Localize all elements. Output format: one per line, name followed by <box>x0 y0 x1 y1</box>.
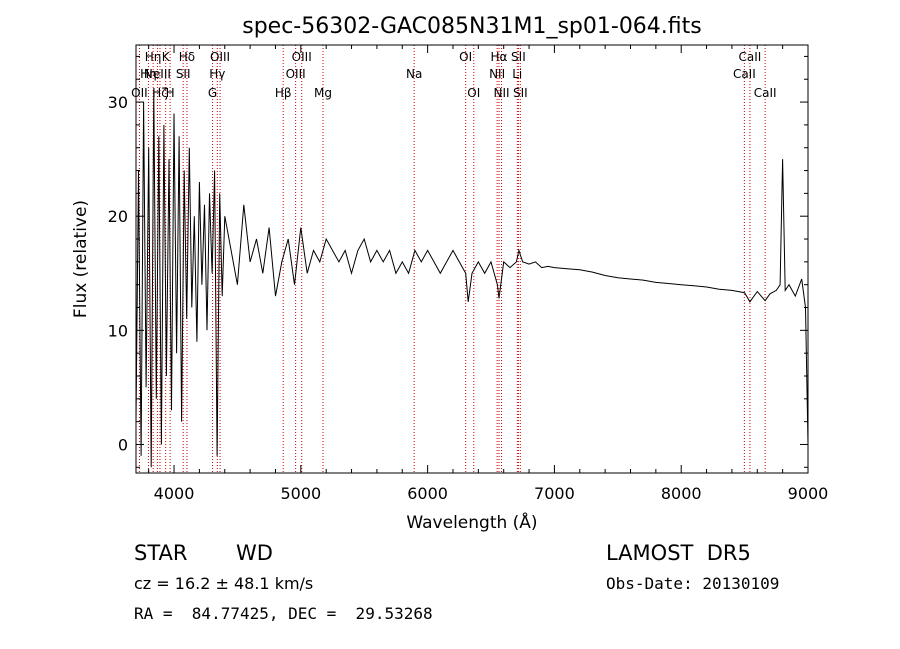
object-subclass: WD <box>236 541 273 565</box>
obs-date-text: Obs-Date: 20130109 <box>606 574 780 593</box>
line-marker-label: OIII <box>286 67 306 81</box>
plot-frame <box>135 44 809 474</box>
y-tick-label: 20 <box>108 207 128 226</box>
x-tick-label: 4000 <box>154 484 195 503</box>
line-marker-label: G <box>208 86 217 100</box>
x-axis-label: Wavelength (Å) <box>406 511 537 533</box>
y-tick-label: 30 <box>108 93 128 112</box>
redshift-text: cz = 16.2 ± 48.1 km/s <box>134 574 314 593</box>
line-marker-label: CaII <box>739 50 762 64</box>
line-marker-label: Hδ <box>179 50 195 64</box>
line-marker-label: Na <box>406 67 422 81</box>
line-marker-label: Hζ <box>152 86 168 100</box>
line-markers <box>138 45 766 473</box>
line-marker-label: H <box>166 86 175 100</box>
line-marker-label: Mg <box>314 86 332 100</box>
spectrum-line <box>135 90 809 468</box>
x-tick-label: 8000 <box>661 484 702 503</box>
line-marker-label: K <box>162 50 171 64</box>
y-tick-label: 10 <box>108 321 128 340</box>
line-marker-label: OI <box>467 86 480 100</box>
line-marker-label: OIII <box>292 50 312 64</box>
y-axis-ticks: 0 10 20 30 <box>108 55 808 468</box>
line-marker-label: Hγ <box>209 67 225 81</box>
coordinates-text: RA = 84.77425, DEC = 29.53268 <box>134 604 433 623</box>
y-axis-label: Flux (relative) <box>71 200 91 318</box>
x-tick-label: 5000 <box>280 484 321 503</box>
y-tick-label: 0 <box>118 435 128 454</box>
line-marker-label: CaII <box>733 67 756 81</box>
line-marker-labels: OIIHηHηNeIIIHζKHSIIHδGHγOIIIHβOIIIOIIIMg… <box>131 50 776 100</box>
line-marker-label: SII <box>511 50 526 64</box>
line-marker-label: SII <box>176 67 191 81</box>
survey-name: LAMOST DR5 <box>606 541 751 565</box>
line-marker-label: OI <box>459 50 472 64</box>
line-marker-label: NeIII <box>144 67 171 81</box>
object-class: STAR <box>134 541 188 565</box>
line-marker-label: Hη <box>140 67 157 81</box>
line-marker-label: Li <box>512 67 522 81</box>
x-tick-label: 7000 <box>534 484 575 503</box>
x-tick-label: 9000 <box>788 484 829 503</box>
x-axis-ticks: 4000 5000 6000 7000 8000 9000 <box>148 45 829 503</box>
x-tick-label: 6000 <box>407 484 448 503</box>
line-marker-label: Hβ <box>275 86 292 100</box>
line-marker-label: NII <box>494 86 510 100</box>
line-marker-label: Hα <box>491 50 508 64</box>
line-marker-label: Hη <box>145 50 162 64</box>
line-marker-label: NII <box>489 67 505 81</box>
chart-title: spec-56302-GAC085N31M1_sp01-064.fits <box>242 14 702 39</box>
line-marker-label: CaII <box>754 86 777 100</box>
line-marker-label: SII <box>513 86 528 100</box>
line-marker-label: OIII <box>210 50 230 64</box>
line-marker-label: OII <box>131 86 148 100</box>
